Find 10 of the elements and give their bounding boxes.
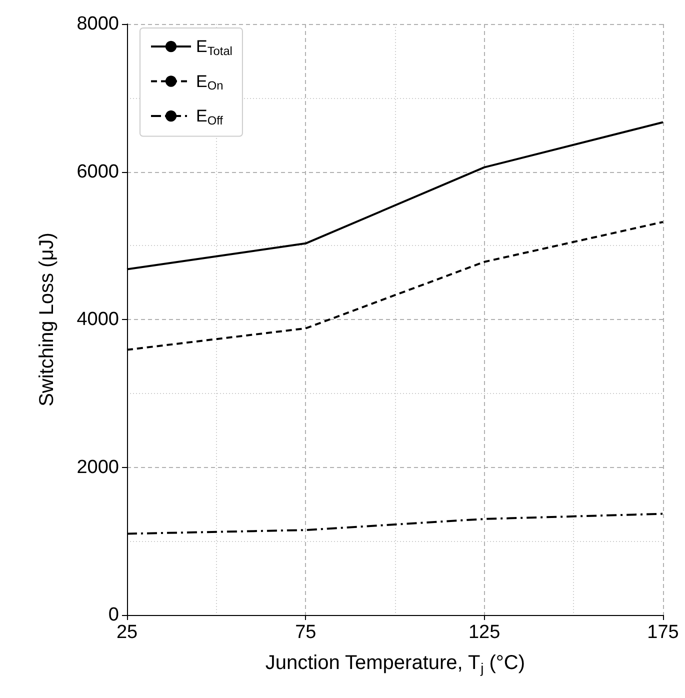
x-tick-label: 25 (116, 622, 138, 643)
x-tick-label: 175 (647, 622, 679, 643)
y-axis-title: Switching Loss (μJ) (36, 232, 58, 406)
y-tick-label: 8000 (76, 14, 119, 34)
x-tick-label: 75 (295, 622, 316, 643)
y-tick-label: 4000 (76, 309, 119, 330)
y-tick-label: 6000 (76, 161, 119, 182)
y-tick-label: 0 (108, 604, 119, 626)
x-tick-label: 125 (468, 622, 500, 643)
y-tick-label: 2000 (76, 456, 119, 478)
